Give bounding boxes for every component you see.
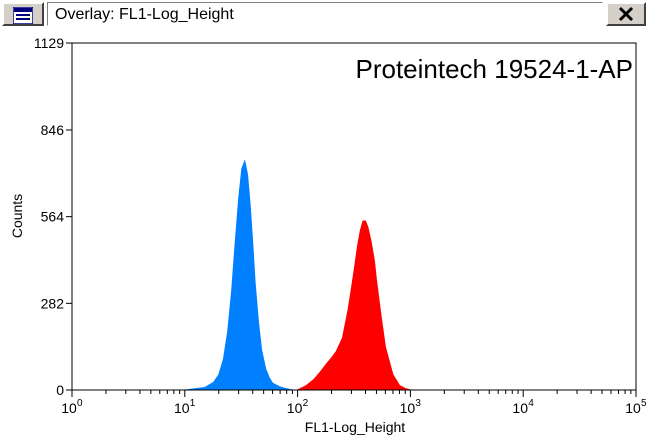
close-button[interactable]	[606, 2, 646, 26]
x-tick-label: 10	[61, 400, 77, 416]
x-tick-exponent: 2	[303, 398, 309, 409]
x-tick-label: 10	[174, 400, 190, 416]
window-title: Overlay: FL1-Log_Height	[55, 6, 234, 23]
x-tick-label: 10	[512, 400, 528, 416]
histogram-window-icon	[13, 7, 33, 24]
y-tick-label: 846	[41, 122, 65, 138]
x-tick-exponent: 3	[415, 398, 421, 409]
x-axis-label: FL1-Log_Height	[305, 419, 406, 435]
x-tick-exponent: 0	[77, 398, 83, 409]
y-tick-label: 564	[41, 209, 65, 225]
histogram-series-2	[297, 220, 411, 391]
y-axis-label: Counts	[9, 194, 25, 238]
close-icon	[618, 6, 634, 22]
y-tick-label: 1129	[34, 35, 64, 51]
x-tick-label: 10	[400, 400, 416, 416]
system-menu-button[interactable]	[2, 2, 44, 26]
y-tick-label: 282	[41, 295, 65, 311]
x-tick-exponent: 4	[528, 398, 534, 409]
x-tick-label: 10	[287, 400, 303, 416]
y-tick-label: 0	[56, 382, 64, 398]
x-tick-exponent: 1	[190, 398, 196, 409]
series-layer	[184, 159, 411, 391]
chart-annotation: Proteintech 19524-1-AP	[355, 54, 633, 84]
window-title-field: Overlay: FL1-Log_Height	[47, 2, 603, 26]
x-tick-exponent: 5	[641, 398, 647, 409]
x-tick-label: 10	[625, 400, 641, 416]
histogram-series-1	[184, 159, 293, 391]
window-titlebar: Overlay: FL1-Log_Height	[0, 0, 650, 28]
